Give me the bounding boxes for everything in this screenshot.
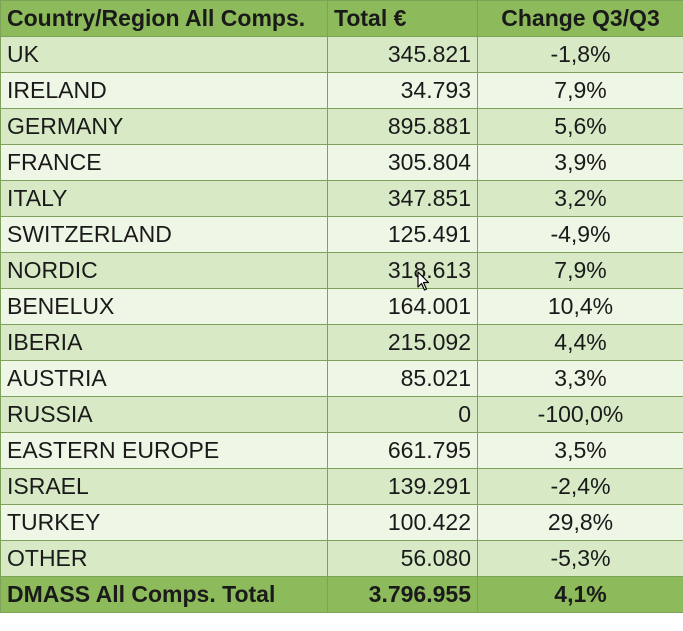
row-country: TURKEY	[0, 504, 328, 541]
table-row: OTHER 56.080 -5,3%	[0, 540, 683, 577]
row-change: 5,6%	[477, 108, 683, 145]
row-change: -1,8%	[477, 36, 683, 73]
row-change: 29,8%	[477, 504, 683, 541]
table-row: GERMANY 895.881 5,6%	[0, 108, 683, 145]
row-total: 139.291	[327, 468, 478, 505]
row-change: 7,9%	[477, 72, 683, 109]
row-country: RUSSIA	[0, 396, 328, 433]
row-country: IRELAND	[0, 72, 328, 109]
row-country: FRANCE	[0, 144, 328, 181]
row-country: UK	[0, 36, 328, 73]
table-row: ISRAEL 139.291 -2,4%	[0, 468, 683, 505]
row-total: 164.001	[327, 288, 478, 325]
row-total: 85.021	[327, 360, 478, 397]
row-country: OTHER	[0, 540, 328, 577]
row-change: 10,4%	[477, 288, 683, 325]
row-total: 895.881	[327, 108, 478, 145]
table-row: SWITZERLAND 125.491 -4,9%	[0, 216, 683, 253]
header-row: Country/Region All Comps. Total € Change…	[0, 0, 683, 37]
row-change: 7,9%	[477, 252, 683, 289]
table-row: TURKEY 100.422 29,8%	[0, 504, 683, 541]
row-change: 3,9%	[477, 144, 683, 181]
row-country: SWITZERLAND	[0, 216, 328, 253]
row-country: EASTERN EUROPE	[0, 432, 328, 469]
row-change: 4,4%	[477, 324, 683, 361]
table-row: AUSTRIA 85.021 3,3%	[0, 360, 683, 397]
total-row: DMASS All Comps. Total 3.796.955 4,1%	[0, 576, 683, 613]
table-row: ITALY 347.851 3,2%	[0, 180, 683, 217]
row-country: ITALY	[0, 180, 328, 217]
row-country: ISRAEL	[0, 468, 328, 505]
row-total: 345.821	[327, 36, 478, 73]
sales-table: Country/Region All Comps. Total € Change…	[0, 0, 683, 613]
table-row: FRANCE 305.804 3,9%	[0, 144, 683, 181]
table-row: NORDIC 318.613 7,9%	[0, 252, 683, 289]
row-total: 318.613	[327, 252, 478, 289]
header-total: Total €	[327, 0, 478, 37]
row-change: -2,4%	[477, 468, 683, 505]
row-total: 0	[327, 396, 478, 433]
table-row: BENELUX 164.001 10,4%	[0, 288, 683, 325]
header-change: Change Q3/Q3	[477, 0, 683, 37]
row-country: NORDIC	[0, 252, 328, 289]
table-row: UK 345.821 -1,8%	[0, 36, 683, 73]
row-change: -4,9%	[477, 216, 683, 253]
row-change: 3,3%	[477, 360, 683, 397]
table-row: RUSSIA 0 -100,0%	[0, 396, 683, 433]
table-body: UK 345.821 -1,8% IRELAND 34.793 7,9% GERMANY 89…	[0, 36, 683, 577]
table-row: EASTERN EUROPE 661.795 3,5%	[0, 432, 683, 469]
row-country: AUSTRIA	[0, 360, 328, 397]
row-total: 100.422	[327, 504, 478, 541]
row-change: -5,3%	[477, 540, 683, 577]
row-total: 661.795	[327, 432, 478, 469]
row-change: -100,0%	[477, 396, 683, 433]
row-total: 305.804	[327, 144, 478, 181]
total-value: 3.796.955	[327, 576, 478, 613]
row-total: 215.092	[327, 324, 478, 361]
row-total: 56.080	[327, 540, 478, 577]
table-row: IBERIA 215.092 4,4%	[0, 324, 683, 361]
row-country: BENELUX	[0, 288, 328, 325]
row-total: 347.851	[327, 180, 478, 217]
header-country: Country/Region All Comps.	[0, 0, 328, 37]
row-total: 34.793	[327, 72, 478, 109]
table-row: IRELAND 34.793 7,9%	[0, 72, 683, 109]
row-change: 3,5%	[477, 432, 683, 469]
total-label: DMASS All Comps. Total	[0, 576, 328, 613]
row-total: 125.491	[327, 216, 478, 253]
row-country: IBERIA	[0, 324, 328, 361]
total-change: 4,1%	[477, 576, 683, 613]
row-country: GERMANY	[0, 108, 328, 145]
row-change: 3,2%	[477, 180, 683, 217]
mouse-pointer-icon	[417, 271, 430, 291]
